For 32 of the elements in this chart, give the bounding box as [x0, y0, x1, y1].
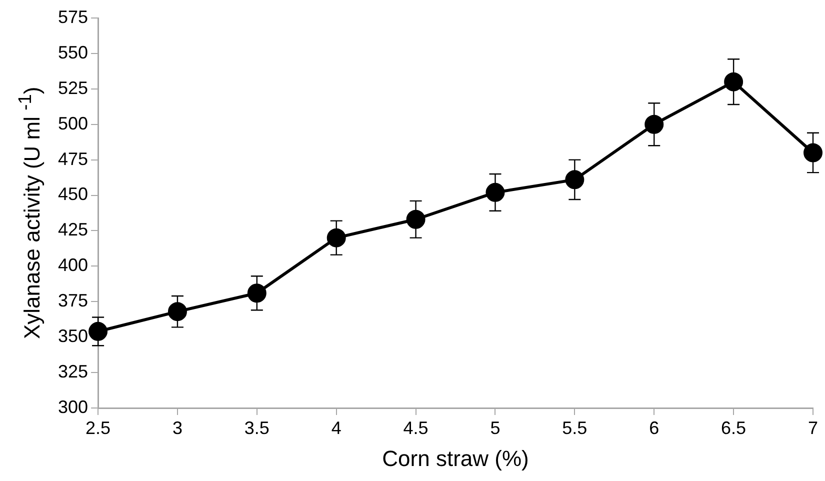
- x-tick-label: 3: [172, 418, 182, 438]
- point: [247, 284, 266, 303]
- point: [804, 143, 822, 162]
- y-tick-label: 550: [58, 42, 88, 62]
- point: [724, 72, 744, 92]
- x-tick-label: 6: [649, 418, 660, 438]
- y-tick-label: 575: [58, 6, 88, 27]
- y-tick-label: 325: [58, 362, 88, 382]
- y-tick-label: 475: [58, 148, 88, 169]
- y-tick-label: 300: [58, 396, 88, 417]
- x-tick-label: 5: [490, 418, 500, 438]
- x-tick-label: 7: [808, 418, 818, 438]
- x-axis-title: Corn straw (%): [382, 446, 529, 471]
- y-tick-label: 425: [58, 220, 88, 240]
- point: [486, 182, 505, 202]
- x-tick-label: 5.5: [562, 418, 588, 438]
- x-tick-label: 3.5: [244, 418, 270, 438]
- point: [406, 210, 426, 229]
- point: [565, 170, 584, 190]
- y-tick-label: 400: [58, 255, 88, 276]
- y-tick-label: 525: [58, 78, 88, 98]
- y-tick-label: 450: [58, 184, 88, 204]
- y-tick-label: 500: [58, 113, 88, 134]
- y-tick-label: 375: [58, 290, 88, 311]
- point: [168, 302, 187, 322]
- x-tick-label: 4: [331, 418, 342, 438]
- x-tick-label: 6.5: [721, 418, 746, 438]
- x-tick-label: 4.5: [403, 418, 428, 438]
- x-tick-label: 2.5: [86, 418, 111, 438]
- y-tick-label: 350: [58, 326, 88, 346]
- point: [644, 114, 664, 134]
- point: [326, 228, 346, 248]
